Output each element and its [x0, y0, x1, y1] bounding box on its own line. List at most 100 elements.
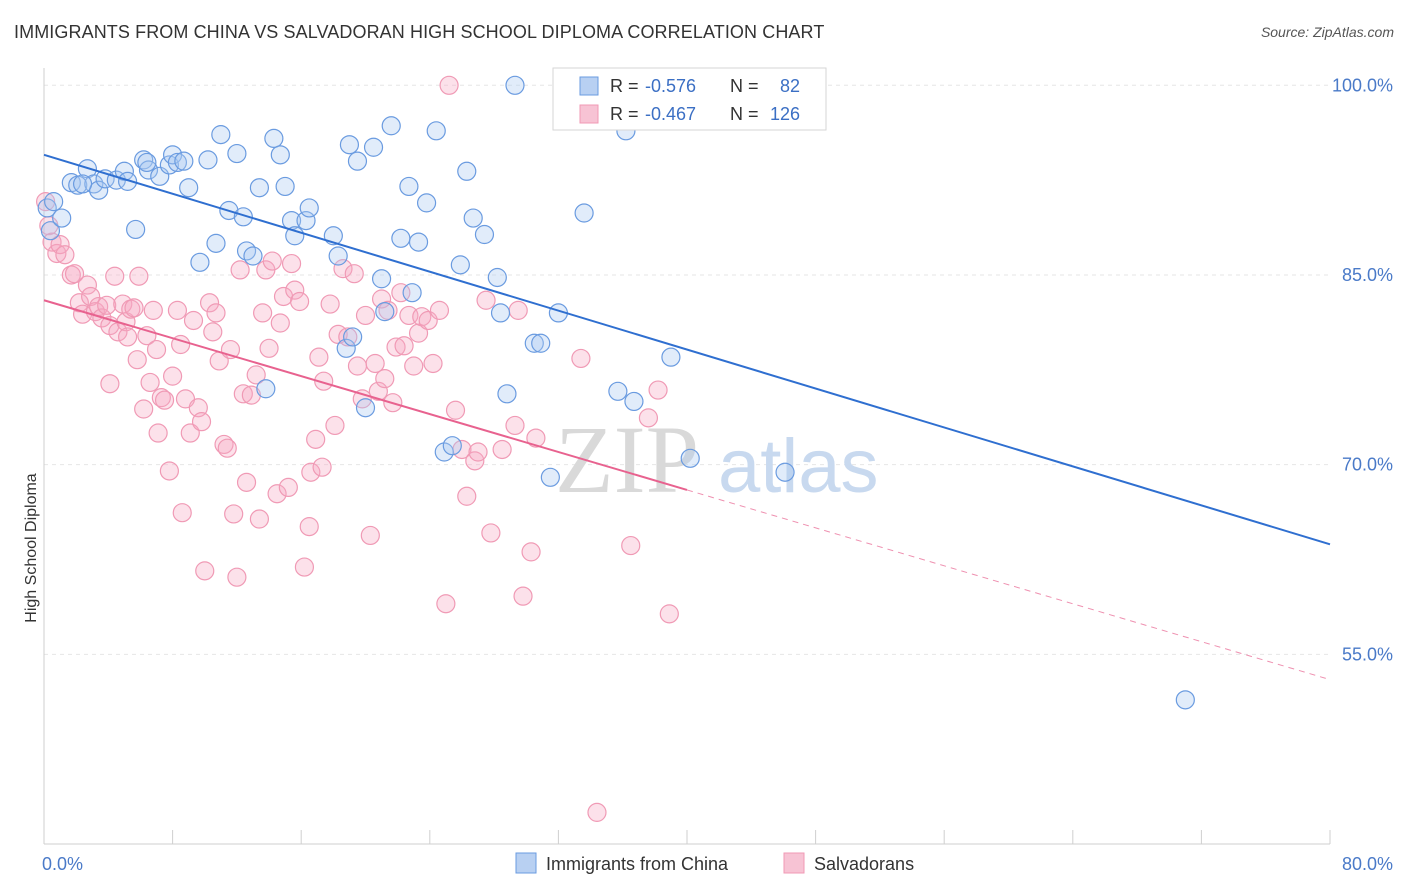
salvadoran-point: [241, 385, 261, 405]
chart-source: Source: ZipAtlas.com: [1260, 24, 1394, 40]
y-tick-label: 55.0%: [1342, 644, 1393, 664]
salvadoran-point: [314, 371, 334, 391]
china-point: [44, 192, 64, 212]
salvadoran-point: [180, 423, 200, 443]
china-point: [296, 210, 316, 231]
salvadoran-point: [344, 264, 364, 284]
salvadoran-point: [659, 604, 679, 624]
legend-n-value: 82: [780, 76, 800, 96]
salvadoran-point: [457, 486, 477, 506]
salvadoran-point: [505, 415, 525, 436]
china-point: [299, 198, 319, 218]
x-tick-labels: 0.0% 80.0%: [42, 854, 1393, 874]
china-point: [680, 448, 700, 468]
salvadoran-point: [289, 291, 310, 312]
legend-n-label: N =: [730, 104, 759, 124]
china-point: [243, 246, 263, 266]
china-point: [249, 178, 270, 198]
watermark-zip: ZIP: [555, 406, 699, 513]
legend-n-label: N =: [730, 76, 759, 96]
salvadoran-point: [386, 337, 406, 357]
salvadoran-point: [214, 434, 234, 455]
salvadoran-point: [77, 275, 98, 295]
salvadoran-point: [148, 423, 168, 443]
watermark-atlas: atlas: [718, 424, 879, 509]
bottom-legend-swatch: [515, 852, 537, 874]
salvadoran-point: [408, 323, 429, 343]
salvadoran-point: [285, 280, 305, 300]
salvadoran-point: [97, 295, 117, 315]
china-point: [371, 269, 392, 289]
salvadoran-point: [365, 353, 385, 374]
trend-lines: [43, 153, 1331, 681]
salvadoran-point: [233, 384, 253, 404]
salvadoran-point: [64, 264, 85, 284]
china-point: [347, 151, 368, 171]
china-point: [487, 267, 507, 288]
salvadoran-point: [246, 365, 266, 385]
salvadoran-point: [294, 557, 315, 577]
china-point: [174, 151, 194, 171]
china-point: [134, 150, 154, 170]
salvadoran-point: [140, 372, 160, 393]
salvadoran-point: [227, 567, 247, 587]
china-point: [126, 219, 146, 240]
y-tick-labels: 100.0% 85.0% 70.0% 55.0%: [1332, 75, 1393, 664]
x-tick-label: 80.0%: [1342, 854, 1393, 874]
salvadoran-point: [333, 259, 353, 279]
y-tick-label: 70.0%: [1342, 455, 1393, 475]
bottom-legend-swatch: [783, 852, 805, 874]
china-point: [381, 116, 401, 136]
china-point: [402, 283, 422, 303]
salvadoran-point: [50, 235, 70, 255]
china-point: [270, 145, 290, 165]
china-point: [399, 176, 419, 197]
salvadoran-point: [105, 266, 125, 286]
china-point: [574, 203, 594, 223]
salvadoran-point: [526, 428, 546, 448]
series-salvadorans-points: [36, 75, 679, 822]
y-tick-label: 85.0%: [1342, 265, 1393, 285]
salvadoran-point: [436, 594, 456, 614]
salvadoran-point: [203, 322, 223, 342]
salvadoran-point: [249, 509, 270, 529]
series-china-points: [37, 75, 1195, 710]
salvadoran-point: [371, 289, 392, 309]
china-point: [190, 252, 210, 272]
salvadoran-point: [61, 265, 81, 285]
salvadoran-point: [278, 477, 298, 498]
salvadoran-point: [391, 283, 411, 303]
china-point: [179, 178, 199, 198]
china-point: [505, 75, 525, 95]
salvadoran-point: [154, 390, 175, 410]
watermark: ZIP atlas: [555, 406, 879, 513]
salvadoran-point: [476, 290, 496, 310]
salvadoran-point: [508, 300, 528, 320]
salvadoran-point: [267, 484, 287, 504]
salvadoran-point: [199, 293, 220, 313]
china-point: [40, 221, 61, 241]
salvadoran-point: [69, 293, 89, 313]
salvadoran-point: [375, 369, 395, 389]
salvadoran-point: [360, 525, 380, 546]
legend-r-label: R =: [610, 104, 639, 124]
salvadoran-point: [320, 294, 340, 314]
salvadoran-point: [394, 336, 414, 356]
salvadoran-point: [230, 260, 250, 280]
legend-r-label: R =: [610, 76, 639, 96]
china-point: [426, 121, 446, 141]
trend-line-salvadorans-extension: [686, 489, 1331, 681]
china-point: [236, 241, 257, 261]
salvadoran-point: [129, 266, 149, 286]
china-point: [497, 384, 517, 404]
salvadoran-point: [481, 523, 501, 543]
salvadoran-point: [439, 75, 459, 95]
salvadoran-point: [347, 356, 368, 376]
china-point: [264, 128, 284, 148]
china-point: [450, 255, 470, 275]
salvadoran-point: [355, 305, 376, 326]
china-point: [343, 327, 363, 347]
china-point: [524, 333, 544, 353]
china-point: [416, 193, 437, 213]
x-tick-label: 0.0%: [42, 854, 83, 874]
